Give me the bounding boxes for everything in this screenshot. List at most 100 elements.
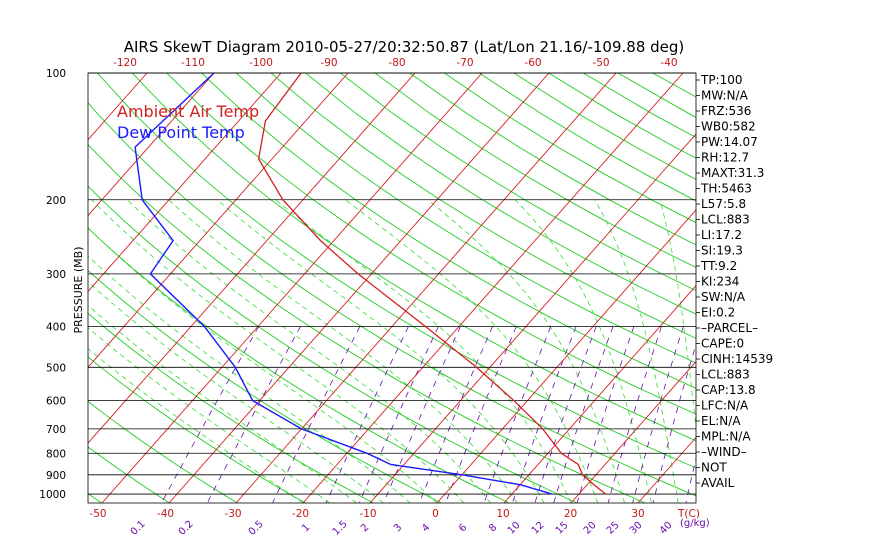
mixing-ratio-label: 0.5 xyxy=(247,519,266,538)
isotherm-line xyxy=(88,73,215,217)
moist-adiabat-line xyxy=(515,199,652,503)
isotherm-line xyxy=(0,73,13,503)
moist-adiabat-line xyxy=(88,348,304,503)
mixing-ratio-label: 1.5 xyxy=(331,519,350,538)
bottom-temp-tick-label: 30 xyxy=(631,508,644,520)
bottom-temp-tick-label: 10 xyxy=(496,508,509,520)
top-temp-tick-label: -50 xyxy=(592,57,609,69)
mixing-ratio-label: 1 xyxy=(300,522,312,534)
index-value: LFC:N/A xyxy=(701,399,749,413)
pressure-tick-label: 800 xyxy=(46,448,66,460)
top-temp-tick-label: -40 xyxy=(660,57,677,69)
index-value: –PARCEL– xyxy=(701,321,758,335)
dry-adiabat-line xyxy=(478,73,696,202)
dry-adiabat-line xyxy=(201,73,696,389)
mixing-ratio-label: 0.2 xyxy=(177,519,196,538)
pressure-tick-label: 600 xyxy=(46,396,66,408)
legend-ambient-air-temp: Ambient Air Temp xyxy=(117,102,259,121)
mixing-ratio-line xyxy=(161,326,259,503)
moist-adiabat-line xyxy=(275,199,572,503)
mixing-ratio-label: 3 xyxy=(392,522,404,534)
chart-title: AIRS SkewT Diagram 2010-05-27/20:32:50.8… xyxy=(124,38,685,56)
moist-adiabat-line xyxy=(88,304,357,503)
bottom-temp-tick-label: -50 xyxy=(89,508,106,520)
dry-adiabat-line xyxy=(88,492,102,503)
pressure-tick-label: 500 xyxy=(46,362,66,374)
pressure-tick-label: 100 xyxy=(46,68,66,80)
profile-lines xyxy=(134,73,607,495)
index-value: FRZ:536 xyxy=(701,104,751,118)
index-value: MAXT:31.3 xyxy=(701,166,764,180)
mixing-ratio-label: 2 xyxy=(359,522,371,534)
moist-adiabat-line xyxy=(88,281,384,503)
mixing-ratio-line xyxy=(383,326,461,503)
index-value: SI:19.3 xyxy=(701,244,743,258)
dry-adiabat-line xyxy=(88,101,696,497)
mixing-ratio-line xyxy=(272,326,361,503)
index-value: MPL:N/A xyxy=(701,430,751,444)
dry-adiabat-line xyxy=(88,446,170,503)
bottom-temp-tick-label: -40 xyxy=(157,508,174,520)
index-value: PW:14.07 xyxy=(701,135,758,149)
isotherm-line xyxy=(302,73,684,503)
index-value: L57:5.8 xyxy=(701,197,746,211)
dry-adiabat-line xyxy=(409,73,696,246)
isotherm-line xyxy=(436,209,696,503)
moist-adiabat-line xyxy=(216,199,545,503)
dry-adiabat-line xyxy=(340,73,696,292)
moist-adiabat-line xyxy=(168,199,518,503)
index-value: CINH:14539 xyxy=(701,352,773,366)
dry-adiabat-line xyxy=(652,73,696,98)
mixing-ratio-label: 0.1 xyxy=(129,519,148,538)
pressure-tick-label: 1000 xyxy=(39,489,66,501)
y-axis-label: PRESSURE (MB) xyxy=(72,247,85,334)
index-value: LCL:883 xyxy=(701,213,750,227)
mixing-ratio-label: 12 xyxy=(530,520,547,537)
index-value: TH:5463 xyxy=(700,182,752,196)
mixing-ratio-line xyxy=(445,326,517,503)
mixing-ratio-line xyxy=(419,326,493,503)
index-value: MW:N/A xyxy=(701,89,749,103)
dry-adiabat-line xyxy=(88,185,578,503)
index-value: CAP:13.8 xyxy=(701,383,756,397)
mixing-ratio-line xyxy=(685,456,696,503)
pressure-tick-label: 700 xyxy=(46,424,66,436)
isotherm-line xyxy=(503,285,696,503)
index-value: LI:17.2 xyxy=(701,228,742,242)
mixing-ratio-line xyxy=(206,326,301,503)
dry-adiabat-line xyxy=(88,143,646,503)
grid-lines xyxy=(0,73,870,503)
mixing-ratio-line xyxy=(358,326,439,503)
top-temp-tick-label: -70 xyxy=(456,57,473,69)
isotherm-line xyxy=(101,73,483,503)
dry-adiabat-line xyxy=(88,400,238,503)
dry-adiabat-line xyxy=(88,356,306,503)
mixing-ratio-label: 15 xyxy=(554,520,571,537)
isotherm-line xyxy=(369,133,696,503)
top-temp-tick-label: -120 xyxy=(113,57,137,69)
moist-adiabat-line xyxy=(594,199,679,503)
index-value: CAPE:0 xyxy=(701,337,744,351)
top-temp-tick-label: -60 xyxy=(524,57,541,69)
index-value: KI:234 xyxy=(701,275,739,289)
bottom-temp-tick-label: 20 xyxy=(564,508,577,520)
mixing-ratio-line xyxy=(607,326,662,503)
mixing-ratio-label: 30 xyxy=(628,520,645,537)
moist-adiabat-line xyxy=(91,199,465,503)
bottom-temp-tick-label: -30 xyxy=(224,508,241,520)
index-value: WB0:582 xyxy=(701,120,756,134)
isotherm-line xyxy=(0,73,80,503)
bottom-temp-tick-label: 0 xyxy=(432,508,439,520)
mixing-ratio-label: 20 xyxy=(582,520,599,537)
temp-unit-label: T(C) xyxy=(677,508,700,520)
mixing-ratio-label: 6 xyxy=(457,522,469,534)
dry-adiabat-line xyxy=(88,312,374,503)
dry-adiabat-line xyxy=(305,73,696,315)
isotherm-line xyxy=(772,73,870,503)
dry-adiabat-line xyxy=(270,73,696,339)
pressure-tick-label: 200 xyxy=(46,195,66,207)
isotherm-line xyxy=(235,73,617,503)
mixing-ratio-label: 40 xyxy=(658,520,675,537)
